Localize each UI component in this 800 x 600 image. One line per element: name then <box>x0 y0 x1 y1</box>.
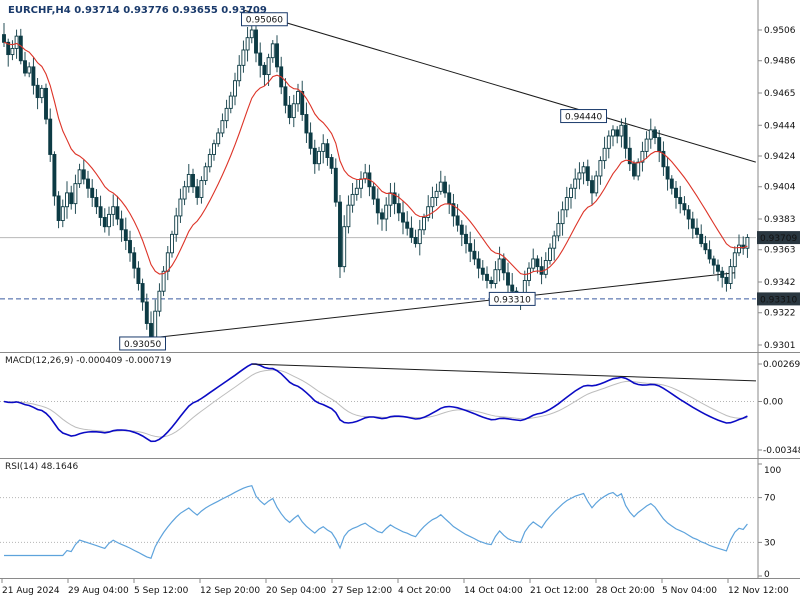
svg-text:12 Sep 20:00: 12 Sep 20:00 <box>200 586 260 596</box>
svg-text:27 Sep 12:00: 27 Sep 12:00 <box>332 586 392 596</box>
svg-text:5 Nov 04:00: 5 Nov 04:00 <box>662 586 717 596</box>
trendline-descending-resistance[interactable] <box>243 9 756 163</box>
candlesticks <box>2 23 750 343</box>
rsi-indicator-label: RSI(14) 48.1646 <box>5 462 79 472</box>
svg-text:0: 0 <box>764 570 770 580</box>
svg-text:0.9444: 0.9444 <box>764 121 796 131</box>
price-axis[interactable]: 0.9506 0.9486 0.9465 0.9444 0.9424 0.9404 0.93… <box>758 26 796 351</box>
price-annotation-label: 0.94440 <box>560 109 608 124</box>
moving-average-line <box>3 41 748 276</box>
svg-text:0.93310: 0.93310 <box>760 295 797 305</box>
price-annotation-label: 0.93310 <box>488 291 536 306</box>
svg-text:-0.00348: -0.00348 <box>763 446 800 456</box>
svg-text:0.9301: 0.9301 <box>764 341 796 351</box>
svg-text:0.9506: 0.9506 <box>764 26 796 36</box>
svg-text:0.00269: 0.00269 <box>763 360 800 370</box>
macd-indicator-label: MACD(12,26,9) -0.000409 -0.000719 <box>5 356 172 366</box>
svg-text:29 Aug 04:00: 29 Aug 04:00 <box>68 586 129 596</box>
svg-text:70: 70 <box>764 494 776 504</box>
svg-text:0.93709: 0.93709 <box>760 234 797 244</box>
svg-text:0.95060: 0.95060 <box>246 16 283 26</box>
macd-trendline[interactable] <box>251 363 757 382</box>
svg-text:30: 30 <box>764 538 776 548</box>
svg-text:0.9486: 0.9486 <box>764 57 796 67</box>
svg-text:0.9363: 0.9363 <box>764 246 796 256</box>
svg-text:28 Oct 20:00: 28 Oct 20:00 <box>596 586 655 596</box>
svg-text:0.93050: 0.93050 <box>124 340 161 350</box>
svg-text:5 Sep 12:00: 5 Sep 12:00 <box>134 586 189 596</box>
svg-text:100: 100 <box>764 466 781 476</box>
symbol-title: EURCHF,H4 0.93714 0.93776 0.93655 0.9370… <box>8 5 267 16</box>
svg-text:0.94440: 0.94440 <box>565 113 602 123</box>
svg-text:12 Nov 12:00: 12 Nov 12:00 <box>728 586 789 596</box>
svg-text:0.93310: 0.93310 <box>494 295 531 305</box>
svg-text:0.9404: 0.9404 <box>764 183 796 193</box>
price-annotation-label: 0.95060 <box>241 12 288 27</box>
price-annotation-label: 0.93050 <box>119 336 166 351</box>
macd-line <box>3 363 748 443</box>
svg-text:0.9322: 0.9322 <box>764 309 796 319</box>
svg-text:20 Sep 04:00: 20 Sep 04:00 <box>266 586 326 596</box>
svg-text:0.9424: 0.9424 <box>764 152 796 162</box>
svg-text:4 Oct 20:00: 4 Oct 20:00 <box>398 586 451 596</box>
trendline-ascending-support[interactable] <box>129 272 735 341</box>
rsi-axis[interactable]: 100 70 30 0 <box>758 463 781 580</box>
svg-text:0.9342: 0.9342 <box>764 278 796 288</box>
svg-text:21 Aug 2024: 21 Aug 2024 <box>2 586 60 596</box>
price-marker: 0.93310 <box>757 292 800 306</box>
macd-axis[interactable]: 0.00269 0.00 -0.00348 <box>758 360 800 456</box>
price-marker: 0.93709 <box>757 231 800 245</box>
svg-text:14 Oct 04:00: 14 Oct 04:00 <box>464 586 523 596</box>
svg-text:0.00: 0.00 <box>763 397 783 407</box>
rsi-line <box>4 484 748 559</box>
svg-text:21 Oct 12:00: 21 Oct 12:00 <box>530 586 589 596</box>
time-axis[interactable]: 21 Aug 2024 29 Aug 04:00 5 Sep 12:00 12 Sep… <box>1 578 789 596</box>
macd-signal-line <box>3 369 748 438</box>
svg-text:0.9383: 0.9383 <box>764 215 796 225</box>
svg-text:0.9465: 0.9465 <box>764 89 796 99</box>
